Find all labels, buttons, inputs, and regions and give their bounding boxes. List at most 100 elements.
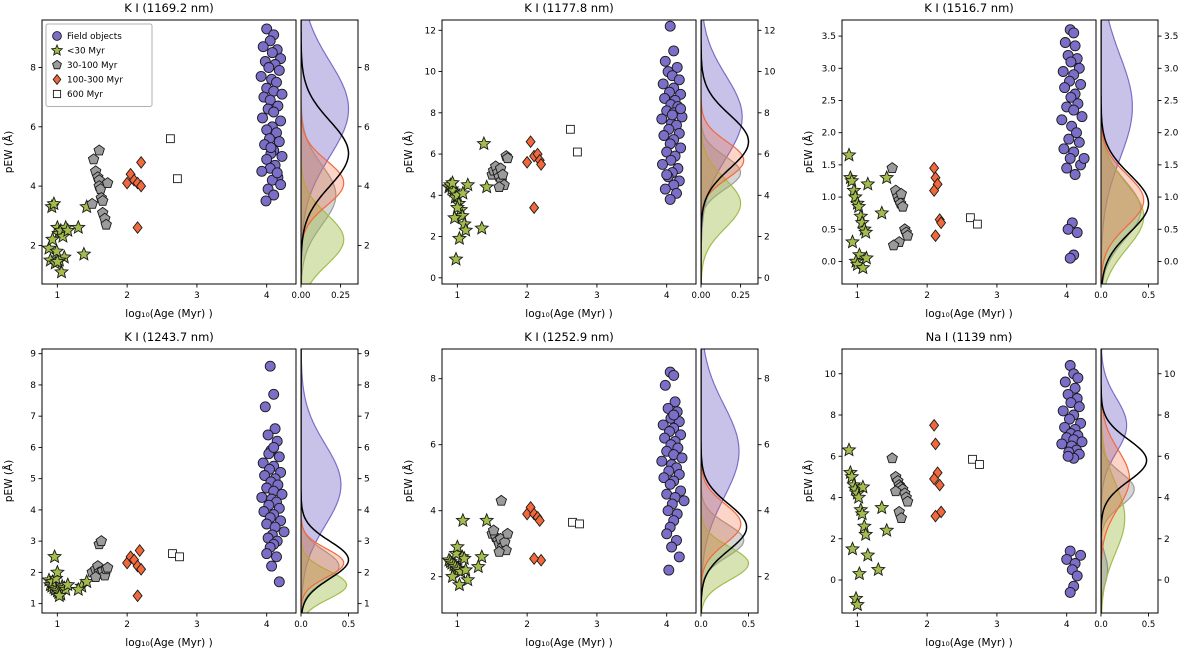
scatter-point xyxy=(658,472,670,484)
kde-line-all xyxy=(701,349,748,613)
scatter-point xyxy=(273,451,285,463)
side-y-tick-label: 8 xyxy=(364,381,370,391)
y-axis-label: pEW (Å) xyxy=(802,460,815,502)
scatter-point xyxy=(263,62,275,73)
scatter-point xyxy=(657,78,669,90)
side-y-tick-label: 2 xyxy=(364,568,370,578)
scatter-point xyxy=(901,495,914,507)
kde-fill-young xyxy=(301,20,344,284)
side-y-tick-label: 8 xyxy=(364,63,370,73)
scatter-point xyxy=(49,253,65,269)
side-y-tick-label: 2 xyxy=(364,241,370,251)
y-tick-label: 6 xyxy=(430,150,436,160)
series-600-myr xyxy=(166,134,182,184)
y-tick-label: 6 xyxy=(430,441,436,451)
scatter-point xyxy=(76,246,92,261)
side-x-tick-label: 0.0 xyxy=(1094,620,1108,630)
panel-title: K I (1177.8 nm) xyxy=(524,1,614,15)
scatter-point xyxy=(1069,382,1081,394)
scatter-point xyxy=(858,250,874,265)
scatter-point xyxy=(266,560,278,572)
kde-line-mid xyxy=(1101,349,1135,613)
scatter-point xyxy=(1071,570,1083,582)
scatter-point xyxy=(449,199,465,215)
side-x-tick-label: 0.0 xyxy=(1094,291,1108,301)
kde-fill-young xyxy=(1101,20,1144,284)
scatter-point xyxy=(273,64,285,76)
y-tick-label: 2 xyxy=(430,233,436,243)
legend-label: <30 Myr xyxy=(67,47,105,57)
subplot-canvas-3: 1 2 3 4 0.0 0.0 0.5 0.5 1.0 1.0 1.5 1.5 2.0 2.0 2.5 2.5… xyxy=(802,1,1179,320)
kde-line-field xyxy=(301,349,342,613)
kde-fill-field xyxy=(301,349,341,613)
scatter-point xyxy=(675,142,687,154)
series-600-myr xyxy=(966,213,982,229)
scatter-point xyxy=(55,228,71,243)
scatter-point xyxy=(664,20,676,32)
scatter-point xyxy=(175,552,184,562)
panel-title: K I (1169.2 nm) xyxy=(124,1,214,15)
y-tick-label: 2 xyxy=(30,241,36,251)
scatter-point xyxy=(975,460,984,469)
y-tick-label: 10 xyxy=(825,370,837,380)
scatter-point xyxy=(896,200,909,212)
y-tick-label: 1.5 xyxy=(822,161,836,171)
scatter-point xyxy=(501,152,514,164)
scatter-point xyxy=(1064,152,1076,164)
legend-label: 30-100 Myr xyxy=(67,61,118,71)
scatter-series xyxy=(42,23,288,279)
side-x-tick-label: 0.00 xyxy=(692,291,711,301)
scatter-point xyxy=(973,219,982,229)
y-tick-label: 4 xyxy=(430,191,436,201)
series-100-300-myr xyxy=(929,161,947,243)
side-y-tick-label: 1.0 xyxy=(1164,193,1179,203)
scatter-point xyxy=(855,259,871,275)
scatter-point xyxy=(1064,586,1076,598)
y-tick-label: 8 xyxy=(830,411,836,421)
x-tick-label: 1 xyxy=(854,620,860,630)
scatter-point xyxy=(1075,549,1087,561)
scatter-point xyxy=(661,528,673,540)
scatter-point xyxy=(474,220,490,235)
scatter-point xyxy=(449,539,465,554)
scatter-point xyxy=(447,210,463,225)
scatter-point xyxy=(676,452,688,464)
scatter-point xyxy=(136,179,147,193)
scatter-point xyxy=(166,134,175,144)
kde-curves xyxy=(301,20,350,284)
scatter-point xyxy=(268,388,280,400)
scatter-point xyxy=(1069,169,1081,180)
kde-line-field xyxy=(1101,20,1133,284)
subplot-5: 1 2 3 4 2 2 4 4 6 6 8 8 0.0 0.5 K I (1252.9 nm) log₁₀(A… xyxy=(400,329,800,658)
scatter-point xyxy=(851,198,867,214)
scatter-point xyxy=(662,505,674,517)
scatter-point xyxy=(663,564,675,576)
scatter-point xyxy=(256,491,268,503)
side-y-tick-label: 2 xyxy=(764,573,770,583)
y-tick-label: 5 xyxy=(30,475,36,485)
series-30-100-myr xyxy=(886,452,914,523)
scatter-point xyxy=(534,514,545,528)
kde-line-field xyxy=(701,349,740,613)
scatter-point xyxy=(496,168,509,180)
scatter-point xyxy=(460,177,476,192)
main-axes-box xyxy=(441,19,697,285)
side-axes-box xyxy=(300,19,359,285)
series-field-objects xyxy=(656,20,688,205)
series-field-objects xyxy=(656,366,690,576)
scatter-point xyxy=(44,231,61,246)
scatter-point xyxy=(49,564,65,579)
scatter-point xyxy=(501,527,514,539)
scatter-point xyxy=(269,423,281,435)
scatter-point xyxy=(260,195,272,207)
scatter-point xyxy=(671,61,683,73)
scatter-point xyxy=(1075,78,1087,90)
scatter-point xyxy=(1073,136,1085,148)
scatter-point xyxy=(268,106,280,118)
subplot-canvas-4: 1 2 3 4 1 1 2 2 3 3 4 4 5 5 6 6 7 7 8 8 9 9 0.0 0.5 K I (1243.7 … xyxy=(2,330,370,649)
scatter-point xyxy=(474,548,490,564)
kde-line-old xyxy=(301,349,345,613)
scatter-point xyxy=(929,472,940,486)
y-tick-label: 8 xyxy=(30,63,36,73)
scatter-point xyxy=(173,174,182,184)
